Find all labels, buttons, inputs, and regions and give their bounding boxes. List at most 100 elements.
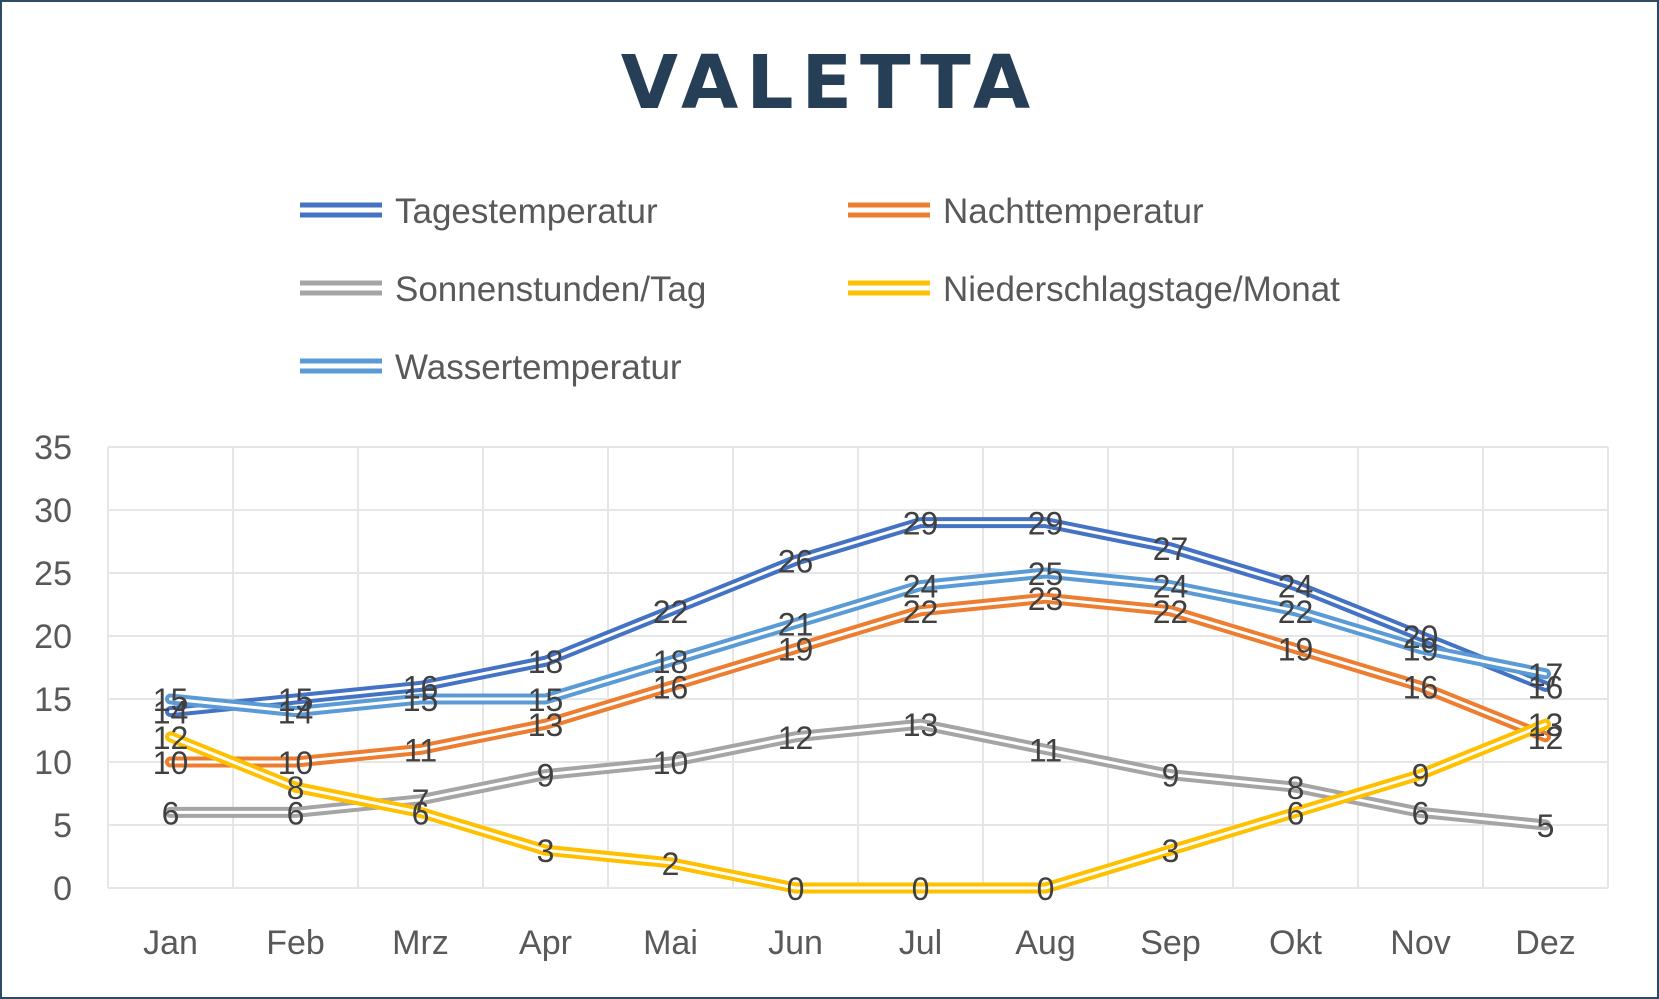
data-label: 18 bbox=[528, 644, 564, 680]
data-label: 12 bbox=[153, 720, 189, 756]
data-label: 15 bbox=[153, 682, 189, 718]
x-tick-label: Jan bbox=[143, 924, 198, 962]
series-line bbox=[165, 567, 1551, 718]
data-label: 26 bbox=[778, 543, 814, 579]
legend-item: Sonnenstunden/Tag bbox=[300, 270, 706, 309]
data-label: 11 bbox=[1029, 732, 1062, 768]
grid-lines bbox=[107, 446, 1609, 889]
data-label: 6 bbox=[162, 795, 180, 831]
data-label: 23 bbox=[1028, 581, 1064, 617]
y-axis: 0 5 10 15 20 25 30 35 bbox=[34, 429, 72, 908]
data-label: 19 bbox=[778, 632, 814, 668]
x-tick-label: Mrz bbox=[392, 924, 449, 962]
data-label: 24 bbox=[1153, 569, 1189, 605]
data-label: 3 bbox=[537, 833, 555, 869]
data-label: 9 bbox=[1162, 758, 1180, 794]
data-label: 6 bbox=[1412, 795, 1430, 831]
series-line-inner bbox=[169, 521, 1547, 714]
legend-label: Nachttemperatur bbox=[943, 192, 1204, 231]
data-label: 2 bbox=[662, 846, 680, 882]
series-line-inner bbox=[169, 596, 1547, 764]
data-label: 10 bbox=[653, 745, 689, 781]
series-line bbox=[165, 517, 1551, 718]
x-tick-label: Sep bbox=[1140, 924, 1201, 962]
data-label: 6 bbox=[1287, 795, 1305, 831]
data-label: 6 bbox=[287, 795, 305, 831]
data-label: 0 bbox=[1037, 871, 1055, 907]
data-label: 24 bbox=[903, 569, 939, 605]
y-tick-label: 15 bbox=[34, 681, 72, 719]
data-label: 15 bbox=[403, 682, 439, 718]
data-label: 22 bbox=[1153, 594, 1189, 630]
series-line bbox=[165, 718, 1551, 831]
data-label: 18 bbox=[653, 644, 689, 680]
legend-item: Nachttemperatur bbox=[848, 192, 1204, 231]
series-line-inner bbox=[169, 722, 1547, 890]
data-label: 15 bbox=[528, 682, 564, 718]
data-label: 0 bbox=[912, 871, 930, 907]
data-label: 14 bbox=[153, 695, 189, 731]
data-label: 16 bbox=[1528, 669, 1564, 705]
y-tick-label: 30 bbox=[34, 492, 72, 530]
y-tick-label: 5 bbox=[53, 807, 72, 845]
series-line-inner bbox=[169, 571, 1547, 714]
chart-title: VALETTA bbox=[620, 40, 1039, 126]
x-tick-label: Okt bbox=[1269, 924, 1322, 962]
series-line-inner bbox=[169, 722, 1547, 827]
y-tick-label: 20 bbox=[34, 618, 72, 656]
data-label: 20 bbox=[1403, 619, 1439, 655]
x-tick-label: Jul bbox=[899, 924, 942, 962]
data-label: 6 bbox=[412, 795, 430, 831]
data-label: 3 bbox=[1162, 833, 1180, 869]
data-label: 12 bbox=[1528, 720, 1564, 756]
legend-label: Niederschlagstage/Monat bbox=[943, 270, 1340, 309]
data-label: 21 bbox=[778, 606, 814, 642]
data-label: 16 bbox=[1403, 669, 1439, 705]
x-tick-label: Feb bbox=[266, 924, 325, 962]
x-tick-label: Mai bbox=[643, 924, 698, 962]
data-label: 13 bbox=[528, 707, 564, 743]
legend: Tagestemperatur Nachttemperatur Sonnenstun… bbox=[300, 192, 1340, 387]
data-label: 10 bbox=[278, 745, 314, 781]
data-label: 12 bbox=[778, 720, 814, 756]
data-label: 22 bbox=[653, 594, 689, 630]
y-tick-label: 10 bbox=[34, 744, 72, 782]
data-label: 25 bbox=[1028, 556, 1064, 592]
data-label: 10 bbox=[153, 745, 189, 781]
x-tick-label: Nov bbox=[1390, 924, 1450, 962]
data-label: 22 bbox=[1278, 594, 1314, 630]
legend-item: Wassertemperatur bbox=[300, 348, 682, 387]
data-label: 5 bbox=[1537, 808, 1555, 844]
series-lines bbox=[165, 517, 1551, 894]
y-tick-label: 35 bbox=[34, 429, 72, 467]
data-label: 9 bbox=[1412, 758, 1430, 794]
data-label: 22 bbox=[903, 594, 939, 630]
data-label: 13 bbox=[903, 707, 939, 743]
x-axis: Jan Feb Mrz Apr Mai Jun Jul Aug Sep Okt Nov Dez bbox=[143, 924, 1576, 962]
data-label: 17 bbox=[1528, 657, 1564, 693]
data-label: 13 bbox=[1528, 707, 1564, 743]
data-label: 14 bbox=[278, 695, 314, 731]
data-label: 8 bbox=[287, 770, 305, 806]
data-label: 29 bbox=[903, 506, 939, 542]
x-tick-label: Dez bbox=[1515, 924, 1575, 962]
data-label: 24 bbox=[1278, 569, 1314, 605]
series-line bbox=[165, 592, 1551, 768]
legend-label: Tagestemperatur bbox=[395, 192, 658, 231]
x-tick-label: Aug bbox=[1015, 924, 1076, 962]
data-label: 16 bbox=[403, 669, 439, 705]
legend-item: Niederschlagstage/Monat bbox=[848, 270, 1340, 309]
x-tick-label: Apr bbox=[519, 924, 572, 962]
data-label: 29 bbox=[1028, 506, 1064, 542]
data-label: 19 bbox=[1278, 632, 1314, 668]
data-label: 9 bbox=[537, 758, 555, 794]
x-tick-label: Jun bbox=[768, 924, 823, 962]
data-label: 0 bbox=[787, 871, 805, 907]
legend-label: Sonnenstunden/Tag bbox=[395, 270, 706, 309]
data-label: 11 bbox=[404, 732, 437, 768]
data-label: 27 bbox=[1153, 531, 1189, 567]
y-tick-label: 0 bbox=[53, 870, 72, 908]
